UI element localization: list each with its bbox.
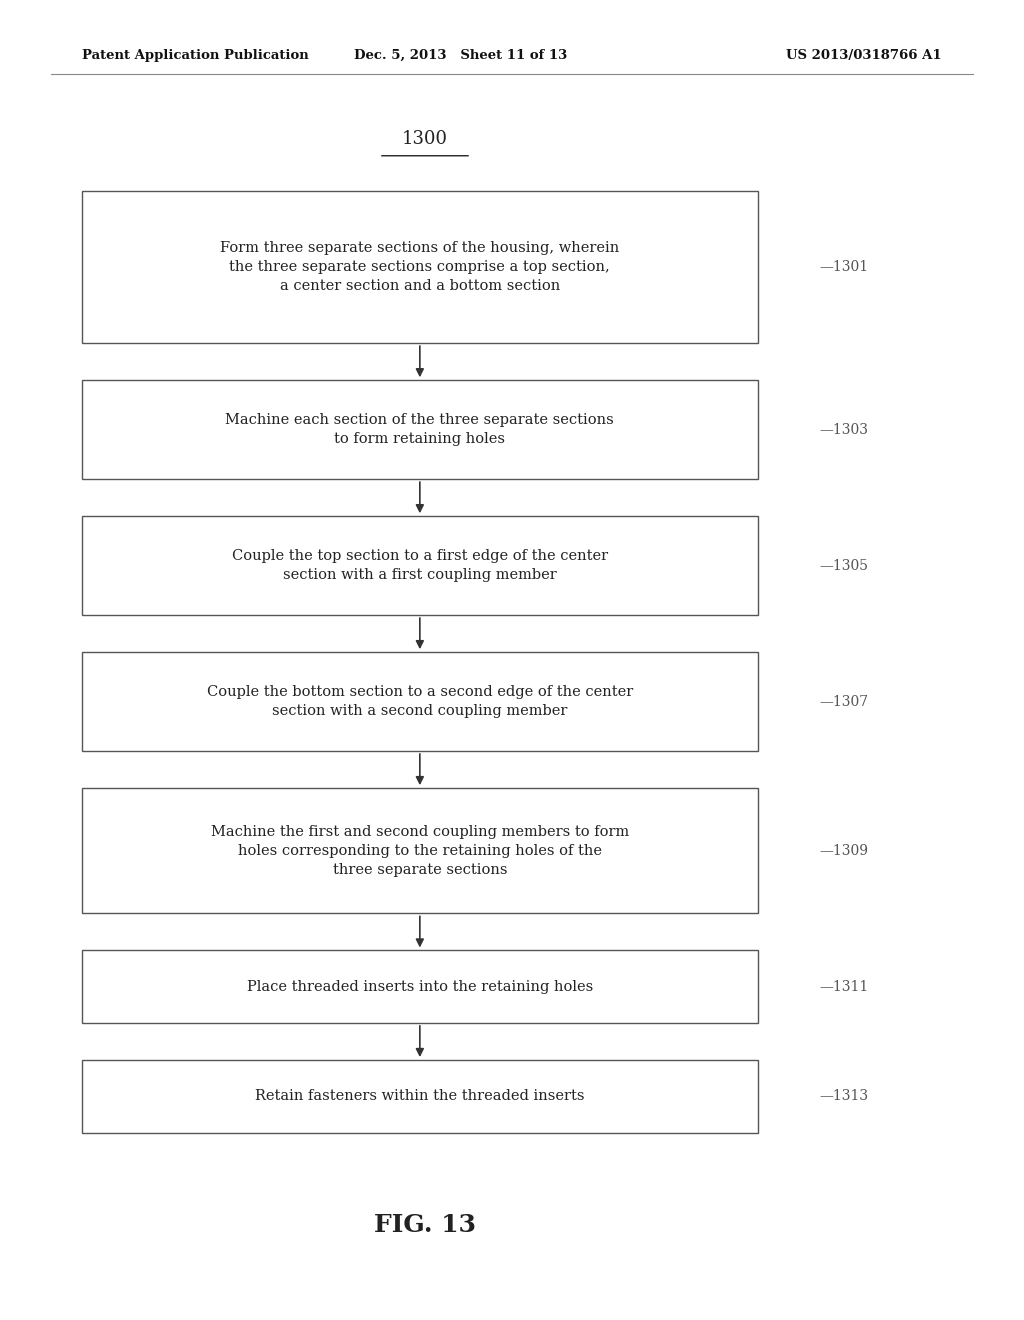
FancyBboxPatch shape [82,1060,758,1133]
FancyBboxPatch shape [82,788,758,913]
Text: Machine the first and second coupling members to form
holes corresponding to the: Machine the first and second coupling me… [211,825,629,876]
Text: US 2013/0318766 A1: US 2013/0318766 A1 [786,49,942,62]
FancyBboxPatch shape [82,380,758,479]
Text: —1305: —1305 [819,558,868,573]
Text: —1311: —1311 [819,979,868,994]
Text: —1313: —1313 [819,1089,868,1104]
FancyBboxPatch shape [82,652,758,751]
Text: FIG. 13: FIG. 13 [374,1213,476,1237]
Text: —1303: —1303 [819,422,868,437]
Text: Form three separate sections of the housing, wherein
the three separate sections: Form three separate sections of the hous… [220,242,620,293]
Text: 1300: 1300 [402,129,447,148]
Text: Couple the top section to a first edge of the center
section with a first coupli: Couple the top section to a first edge o… [231,549,608,582]
Text: —1309: —1309 [819,843,868,858]
Text: Dec. 5, 2013   Sheet 11 of 13: Dec. 5, 2013 Sheet 11 of 13 [354,49,567,62]
FancyBboxPatch shape [82,191,758,343]
FancyBboxPatch shape [82,950,758,1023]
Text: Retain fasteners within the threaded inserts: Retain fasteners within the threaded ins… [255,1089,585,1104]
Text: —1301: —1301 [819,260,868,275]
FancyBboxPatch shape [82,516,758,615]
Text: Place threaded inserts into the retaining holes: Place threaded inserts into the retainin… [247,979,593,994]
Text: Couple the bottom section to a second edge of the center
section with a second c: Couple the bottom section to a second ed… [207,685,633,718]
Text: Patent Application Publication: Patent Application Publication [82,49,308,62]
Text: Machine each section of the three separate sections
to form retaining holes: Machine each section of the three separa… [225,413,614,446]
Text: —1307: —1307 [819,694,868,709]
